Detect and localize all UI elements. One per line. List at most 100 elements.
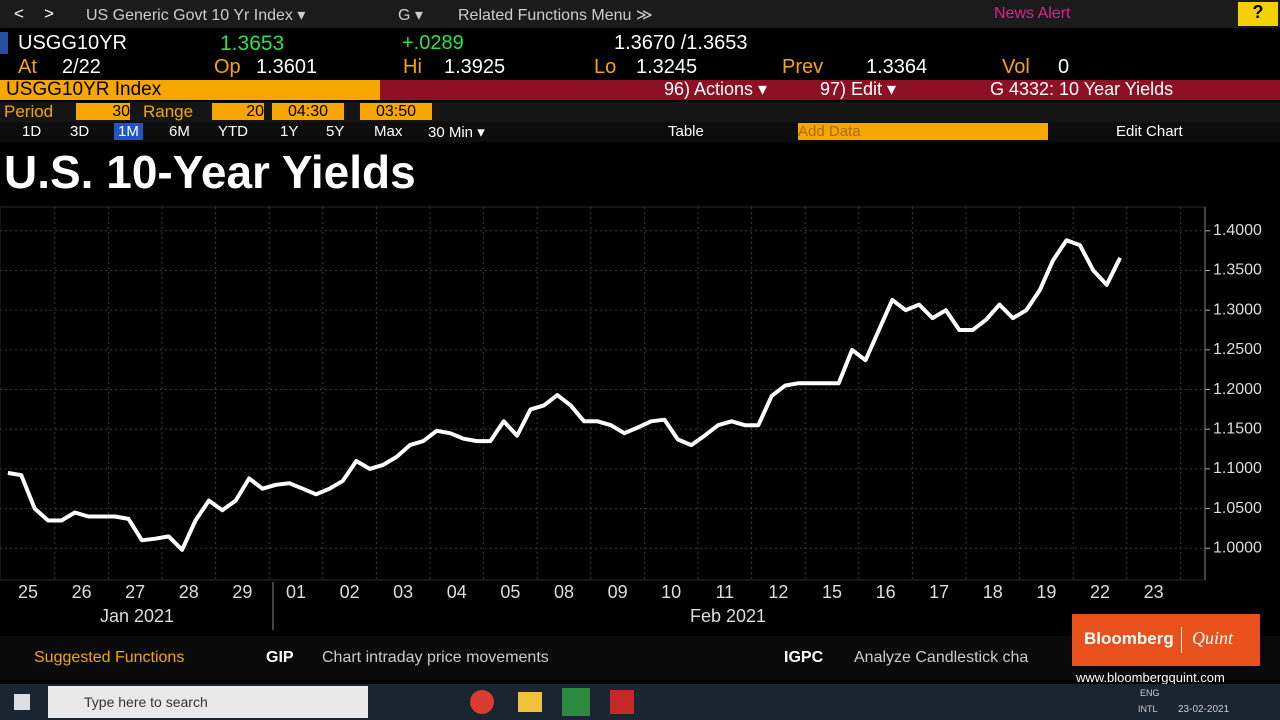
suggested-label: Suggested Functions [34,649,185,666]
watermark-brand: Bloomberg [1084,629,1174,648]
open-value: 1.3601 [256,56,318,78]
x-tick-label: 08 [554,582,574,602]
app-icon[interactable] [562,688,590,716]
x-tick-label: 10 [661,582,681,602]
command-bar [380,80,1280,100]
vol-value: 0 [1058,56,1070,78]
footer [0,636,1280,680]
bid-ask: 1.3670 /1.3653 [614,32,748,54]
function-menu[interactable]: G ▾ [398,7,423,24]
x-tick-label: 25 [18,582,38,602]
keyboard-layout: INTL [1138,704,1158,714]
function-desc[interactable]: Analyze Candlestick cha [854,649,1029,666]
net-change: +.0289 [402,32,464,54]
x-tick-label: 22 [1090,582,1110,602]
x-tick-label: 04 [447,582,467,602]
start-field[interactable]: 04:30 [272,103,344,120]
x-tick-label: 26 [72,582,92,602]
top-bar [0,0,1280,28]
x-tick-label: 05 [500,582,520,602]
related-menu[interactable]: Related Functions Menu ≫ [458,7,653,24]
range-button[interactable]: YTD [218,123,248,140]
edit-chart-button[interactable]: Edit Chart [1116,123,1183,140]
app-icon[interactable] [610,690,634,714]
language: ENG [1140,688,1160,698]
watermark-logo [1072,614,1260,666]
range-button[interactable]: 1M [114,123,143,140]
watermark-divider [1181,627,1182,653]
command-field [0,80,380,100]
folder-icon[interactable] [518,692,542,712]
search-placeholder[interactable]: Type here to search [84,694,208,710]
open-label: Op [214,56,241,78]
x-tick-label: 01 [286,582,306,602]
yield-line [7,238,1122,552]
date: 23-02-2021 [1178,704,1230,715]
y-tick-label: 1.2500 [1213,341,1262,358]
period-field[interactable]: 30 [76,103,130,120]
chart-name: G 4332: 10 Year Yields [990,79,1174,99]
y-tick-label: 1.4000 [1213,222,1262,239]
x-tick-label: 03 [393,582,413,602]
range-field[interactable]: 20 [212,103,264,120]
range-button[interactable]: 1Y [280,123,299,140]
x-tick-label: 02 [340,582,360,602]
y-tick-label: 1.3500 [1213,262,1262,279]
low-label: Lo [594,56,617,78]
table-button[interactable]: Table [668,123,704,140]
search-box[interactable] [48,686,368,718]
start-button[interactable] [14,694,30,710]
security-field[interactable]: USGG10YR Index [6,79,162,100]
quote-marker [0,32,8,54]
month-label: Feb 2021 [690,606,766,626]
period-label: Period [4,102,54,121]
browser-icon[interactable] [470,690,494,714]
news-alert[interactable]: News Alert [994,5,1071,22]
x-tick-label: 23 [1144,582,1164,602]
x-tick-label: 19 [1036,582,1056,602]
range-label: Range [143,102,194,121]
prev-value: 1.3364 [866,56,928,78]
low-value: 1.3245 [636,56,698,78]
edit-menu[interactable]: 97) Edit ▾ [820,79,897,99]
x-tick-label: 27 [125,582,145,602]
function-code[interactable]: GIP [266,649,294,666]
function-desc[interactable]: Chart intraday price movements [322,649,549,666]
y-tick-label: 1.2000 [1213,381,1262,398]
actions-menu[interactable]: 96) Actions ▾ [664,79,768,99]
range-button[interactable]: 1D [22,123,42,140]
vol-label: Vol [1002,56,1030,78]
add-data-field[interactable]: Add Data [798,123,1048,140]
x-tick-label: 12 [768,582,788,602]
plot-area [0,206,1206,581]
x-tick-label: 29 [232,582,252,602]
at-label: At [18,56,37,78]
x-tick-label: 09 [608,582,628,602]
function-code[interactable]: IGPC [784,649,824,666]
month-label: Jan 2021 [100,606,174,626]
x-tick-label: 16 [876,582,896,602]
security-menu[interactable]: US Generic Govt 10 Yr Index ▾ [86,7,306,24]
forward-button[interactable]: > [44,4,54,23]
y-tick-label: 1.0500 [1213,500,1262,517]
x-tick-label: 17 [929,582,949,602]
x-tick-label: 28 [179,582,199,602]
interval-menu[interactable]: 30 Min ▾ [428,124,485,141]
range-button[interactable]: 5Y [326,123,345,140]
range-button[interactable]: 3D [70,123,90,140]
back-button[interactable]: < [14,4,24,23]
y-tick-label: 1.0000 [1213,539,1262,556]
high-value: 1.3925 [444,56,506,78]
y-tick-label: 1.1000 [1213,460,1262,477]
x-tick-label: 18 [983,582,1003,602]
range-button[interactable]: Max [374,123,403,140]
y-tick-label: 1.3000 [1213,301,1262,318]
last-price: 1.3653 [220,32,285,55]
high-label: Hi [403,56,422,78]
help-button[interactable]: ? [1238,2,1278,26]
prev-label: Prev [782,56,824,78]
y-tick-label: 1.1500 [1213,420,1262,437]
range-button[interactable]: 6M [169,123,190,140]
end-field[interactable]: 03:50 [360,103,432,120]
